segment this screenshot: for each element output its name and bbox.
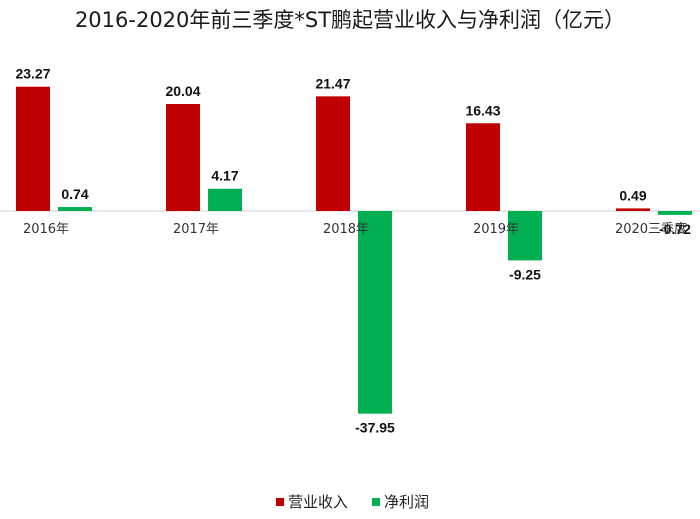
bar-revenue-3 [466,123,500,211]
data-label-net-profit-1: 4.17 [211,168,238,184]
bar-revenue-2 [316,96,350,211]
data-label-net-profit-4: -0.72 [659,221,691,237]
bar-revenue-4 [616,208,650,211]
x-tick-label-4: 2020三季度 [615,221,687,237]
bar-net-profit-0 [58,207,92,211]
data-label-net-profit-3: -9.25 [509,266,541,282]
data-label-revenue-3: 16.43 [465,102,500,118]
data-label-revenue-4: 0.49 [619,187,646,203]
x-tick-label-2: 2018年 [323,222,369,237]
legend-swatch-revenue [276,498,284,506]
bar-net-profit-4 [658,211,692,215]
chart-title: 2016-2020年前三季度*ST鹏起营业收入与净利润（亿元） [75,8,625,32]
data-label-revenue-2: 21.47 [315,75,350,91]
bar-revenue-1 [166,103,200,211]
x-tick-label-1: 2017年 [173,222,219,237]
legend-label-revenue: 营业收入 [288,493,348,511]
x-tick-label-0: 2016年 [23,222,69,237]
plot-area: 23.27 0.74 2016年 20.04 4.17 2017年 21.47 -37.95 2… [0,66,700,436]
bar-net-profit-3 [508,211,542,261]
x-tick-label-3: 2019年 [473,222,519,237]
bar-net-profit-2 [358,211,392,414]
bar-revenue-0 [16,86,50,211]
legend-label-net-profit: 净利润 [384,493,429,511]
data-label-revenue-0: 23.27 [15,66,50,82]
data-label-revenue-1: 20.04 [165,83,200,99]
data-label-net-profit-0: 0.74 [61,186,88,202]
legend: 营业收入 净利润 [276,493,429,511]
legend-swatch-net-profit [372,498,380,506]
bar-net-profit-1 [208,188,242,211]
data-label-net-profit-2: -37.95 [355,420,395,436]
